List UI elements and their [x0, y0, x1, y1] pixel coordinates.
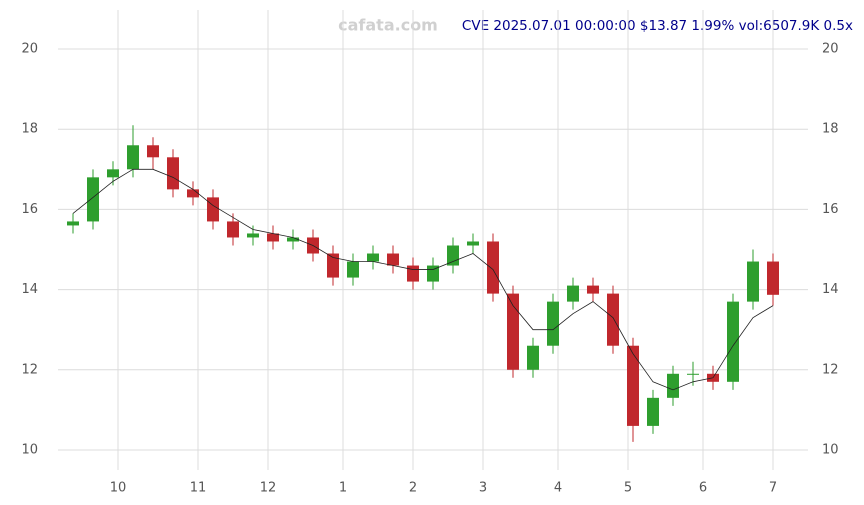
y-tick-label: 16: [822, 202, 839, 217]
x-tick-label: 6: [699, 481, 707, 496]
candle-body: [747, 261, 759, 302]
candle-body: [487, 241, 499, 294]
candle-body: [127, 145, 139, 170]
candle-body: [227, 221, 239, 238]
x-tick-label: 12: [260, 481, 277, 496]
candle-body: [607, 293, 619, 346]
candle-body: [767, 261, 779, 295]
x-tick-label: 10: [110, 481, 127, 496]
y-tick-label: 12: [822, 362, 839, 377]
candle-body: [387, 253, 399, 266]
candle-body: [627, 345, 639, 426]
candle-body: [347, 261, 359, 278]
y-tick-label: 20: [21, 42, 38, 57]
candle-body: [587, 285, 599, 294]
x-tick-label: 4: [554, 481, 562, 496]
y-tick-label: 20: [822, 42, 839, 57]
candle-body: [647, 397, 659, 426]
y-tick-label: 10: [822, 442, 839, 457]
candle-body: [727, 301, 739, 382]
watermark: cafata.com: [338, 16, 438, 35]
x-tick-label: 2: [409, 481, 417, 496]
y-tick-label: 10: [21, 442, 38, 457]
candle-body: [167, 157, 179, 190]
y-tick-label: 18: [822, 122, 839, 137]
candle-body: [667, 373, 679, 398]
x-tick-label: 1: [339, 481, 347, 496]
candle-body: [327, 253, 339, 278]
candle-body: [267, 233, 279, 242]
y-tick-label: 18: [21, 122, 38, 137]
x-tick-label: 5: [624, 481, 632, 496]
candle-body: [187, 189, 199, 198]
candle-body: [687, 373, 699, 375]
candle-body: [407, 265, 419, 282]
moving-average: [72, 168, 774, 391]
x-tick-label: 3: [479, 481, 487, 496]
candle-body: [67, 221, 79, 226]
candle-body: [147, 145, 159, 158]
candle-body: [107, 169, 119, 178]
candle-body: [467, 241, 479, 246]
y-tick-label: 16: [21, 202, 38, 217]
candle-body: [507, 293, 519, 370]
x-tick-label: 11: [190, 481, 207, 496]
candle-body: [367, 253, 379, 262]
y-tick-label: 12: [21, 362, 38, 377]
y-tick-label: 14: [21, 282, 38, 297]
candle-body: [527, 345, 539, 370]
candle-body: [567, 285, 579, 302]
candle-body: [207, 197, 219, 222]
candle-body: [447, 245, 459, 266]
x-tick-label: 7: [769, 481, 777, 496]
candle-body: [247, 233, 259, 238]
y-tick-label: 14: [822, 282, 839, 297]
candle-body: [87, 177, 99, 222]
candle-body: [287, 237, 299, 242]
chart-title: CVE 2025.07.01 00:00:00 $13.87 1.99% vol…: [462, 18, 853, 34]
candle-body: [547, 301, 559, 346]
